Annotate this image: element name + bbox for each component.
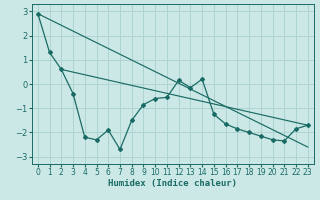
X-axis label: Humidex (Indice chaleur): Humidex (Indice chaleur) [108, 179, 237, 188]
